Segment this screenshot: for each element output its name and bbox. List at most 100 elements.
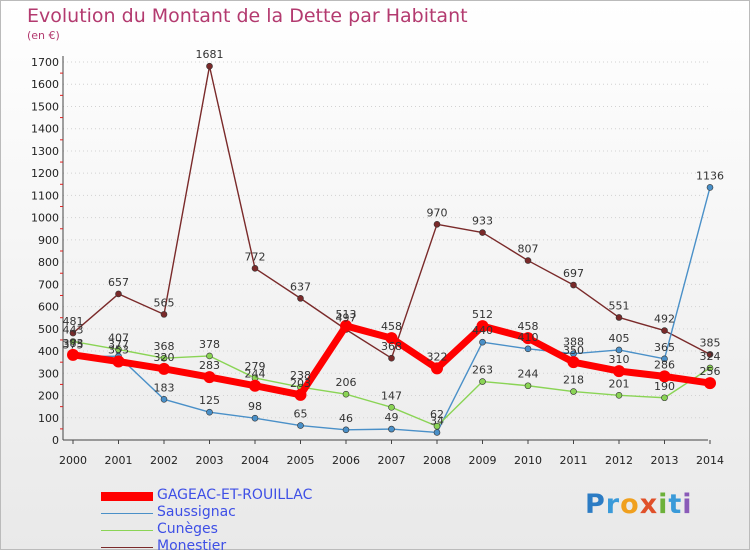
y-tick-label: 300 (38, 367, 59, 380)
data-label: 201 (609, 377, 630, 390)
legend-label: Saussignac (157, 504, 236, 520)
data-label: 492 (654, 313, 675, 326)
data-point (251, 414, 259, 422)
data-label: 405 (609, 332, 630, 345)
data-label: 807 (518, 243, 539, 256)
data-label: 263 (472, 364, 493, 377)
data-point (479, 378, 486, 385)
data-point (206, 352, 213, 360)
data-label: 368 (154, 340, 175, 353)
data-label: 353 (108, 344, 129, 357)
data-point (206, 408, 213, 416)
data-point (524, 257, 532, 264)
data-label: 512 (472, 308, 493, 321)
legend-label: Cunèges (157, 521, 218, 537)
data-label: 375 (63, 339, 84, 352)
data-label: 322 (427, 350, 448, 363)
y-tick-label: 100 (38, 412, 59, 425)
proxiti-logo: Proxiti (585, 489, 693, 520)
x-tick-label: 2014 (696, 454, 724, 467)
data-point (115, 346, 122, 353)
y-tick-label: 200 (38, 390, 59, 403)
y-tick-label: 500 (38, 323, 59, 336)
data-point (340, 319, 352, 332)
data-point (661, 355, 668, 363)
data-point (706, 364, 714, 372)
data-label: 183 (154, 381, 175, 394)
data-label: 147 (381, 389, 402, 402)
data-label: 970 (427, 206, 448, 219)
data-label: 368 (381, 340, 402, 353)
data-label: 933 (472, 215, 493, 228)
data-point (706, 184, 714, 191)
data-point (342, 426, 350, 434)
x-tick-label: 2001 (105, 454, 133, 467)
data-label: 1136 (696, 169, 724, 182)
data-point (613, 365, 625, 378)
data-point (704, 377, 716, 390)
legend-swatch (101, 547, 153, 548)
data-point (522, 332, 534, 345)
data-label: 286 (654, 358, 675, 371)
data-point (388, 425, 395, 433)
x-tick-label: 2006 (332, 454, 360, 467)
data-point (112, 355, 125, 368)
data-label: 565 (154, 296, 175, 309)
data-label: 49 (385, 411, 399, 424)
data-point (570, 281, 577, 289)
data-point (706, 351, 714, 358)
data-point (661, 394, 668, 402)
data-label: 256 (700, 365, 721, 378)
data-point (160, 396, 168, 403)
y-tick-label: 1600 (31, 78, 59, 91)
data-label: 206 (336, 376, 357, 389)
data-label: 46 (339, 412, 353, 425)
data-point (615, 314, 623, 321)
data-point (570, 388, 577, 395)
data-point (388, 404, 395, 411)
data-label: 365 (654, 341, 675, 354)
data-point (251, 265, 259, 272)
data-label: 283 (199, 359, 220, 372)
data-point (433, 429, 441, 436)
data-point (431, 362, 443, 375)
x-tick-label: 2000 (59, 454, 87, 467)
y-tick-label: 700 (38, 278, 59, 291)
data-label: 551 (609, 299, 630, 312)
data-point (342, 390, 350, 398)
data-point (297, 422, 304, 429)
y-tick-label: 800 (38, 256, 59, 269)
data-point (661, 327, 668, 334)
unit-label: (en €) (27, 29, 60, 42)
data-label: 125 (199, 394, 220, 407)
data-label: 1681 (196, 48, 224, 61)
data-label: 190 (654, 380, 675, 393)
data-label: 218 (563, 374, 584, 387)
data-label: 481 (63, 315, 84, 328)
data-label: 458 (381, 320, 402, 333)
data-label: 385 (700, 336, 721, 349)
data-point (115, 290, 122, 298)
legend-swatch (101, 513, 153, 514)
data-point (249, 379, 261, 392)
chart-title: Evolution du Montant de la Dette par Hab… (27, 5, 468, 27)
data-label: 310 (609, 353, 630, 366)
data-label: 513 (336, 308, 357, 321)
data-point (158, 362, 170, 375)
data-label: 378 (199, 338, 220, 351)
data-point (615, 346, 623, 354)
data-label: 320 (154, 351, 175, 364)
data-label: 65 (294, 408, 308, 421)
y-tick-label: 400 (38, 345, 59, 358)
data-point (297, 295, 304, 302)
data-label: 244 (518, 368, 539, 381)
legend-label: Monestier (157, 538, 227, 554)
data-label: 497 (336, 311, 357, 324)
legend-swatch (101, 492, 153, 501)
x-tick-label: 2004 (241, 454, 269, 467)
data-point (206, 62, 213, 70)
y-tick-label: 1700 (31, 56, 59, 69)
data-point (160, 354, 168, 362)
